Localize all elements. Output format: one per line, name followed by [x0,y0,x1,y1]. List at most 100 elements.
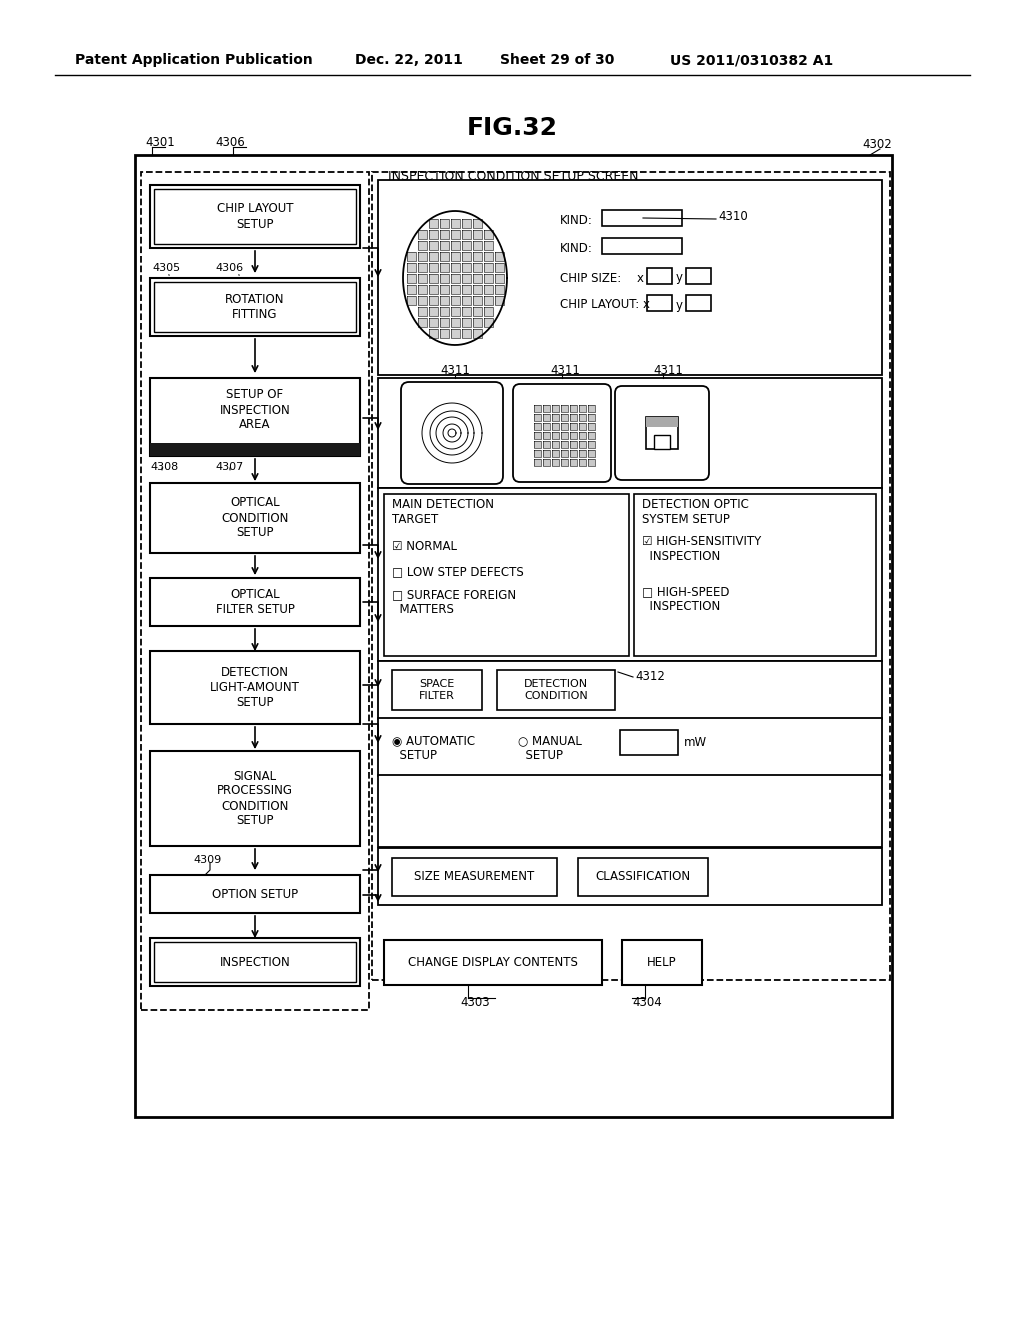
Polygon shape [440,296,449,305]
Polygon shape [429,296,438,305]
Polygon shape [570,450,577,457]
Polygon shape [451,242,460,249]
Bar [384,940,602,985]
Polygon shape [484,263,493,272]
Bar [150,751,360,846]
Polygon shape [440,285,449,294]
Polygon shape [588,432,595,440]
Polygon shape [407,252,416,261]
Text: y: y [676,298,683,312]
Polygon shape [570,432,577,440]
FancyBboxPatch shape [615,385,709,480]
Polygon shape [570,459,577,466]
Text: 4312: 4312 [635,669,665,682]
Polygon shape [534,459,541,466]
Polygon shape [462,296,471,305]
Polygon shape [484,275,493,282]
Polygon shape [407,263,416,272]
Text: 4305: 4305 [152,263,180,273]
Polygon shape [495,263,504,272]
Polygon shape [462,285,471,294]
Text: KIND:: KIND: [560,214,593,227]
Bar [150,651,360,723]
Polygon shape [484,242,493,249]
Polygon shape [462,219,471,228]
Polygon shape [588,459,595,466]
Text: MAIN DETECTION
TARGET: MAIN DETECTION TARGET [392,498,494,525]
Bar [634,494,876,656]
Text: DETECTION OPTIC
SYSTEM SETUP: DETECTION OPTIC SYSTEM SETUP [642,498,749,525]
Text: ☑ NORMAL: ☑ NORMAL [392,540,457,553]
Polygon shape [543,432,550,440]
Bar [378,775,882,847]
Text: □ LOW STEP DEFECTS: □ LOW STEP DEFECTS [392,565,523,578]
Polygon shape [534,441,541,447]
Bar [497,671,615,710]
Polygon shape [570,422,577,430]
Polygon shape [484,318,493,327]
Polygon shape [429,252,438,261]
Polygon shape [579,441,586,447]
Polygon shape [579,459,586,466]
Polygon shape [543,441,550,447]
Text: Patent Application Publication: Patent Application Publication [75,53,312,67]
Text: SPACE
FILTER: SPACE FILTER [419,680,455,701]
Polygon shape [440,263,449,272]
Polygon shape [451,219,460,228]
Polygon shape [451,263,460,272]
Text: ☑ HIGH-SENSITIVITY
  INSPECTION: ☑ HIGH-SENSITIVITY INSPECTION [642,535,761,564]
Polygon shape [418,318,427,327]
Polygon shape [451,252,460,261]
Polygon shape [570,405,577,412]
Bar [150,939,360,986]
Polygon shape [407,275,416,282]
Text: 4311: 4311 [440,363,470,376]
Polygon shape [429,318,438,327]
Polygon shape [440,275,449,282]
Polygon shape [440,219,449,228]
Text: INSPECTION: INSPECTION [219,956,291,969]
Polygon shape [552,459,559,466]
Polygon shape [451,275,460,282]
Bar [150,875,360,913]
Bar [602,210,682,226]
Polygon shape [495,285,504,294]
Bar [150,378,360,455]
Polygon shape [451,296,460,305]
Polygon shape [473,296,482,305]
Polygon shape [495,296,504,305]
Bar [150,444,360,455]
Polygon shape [407,285,416,294]
Polygon shape [473,242,482,249]
Bar [622,940,702,985]
Polygon shape [552,405,559,412]
Bar [686,268,711,284]
Polygon shape [418,275,427,282]
Polygon shape [418,242,427,249]
Bar [154,942,356,982]
Polygon shape [451,318,460,327]
Bar [150,578,360,626]
Bar [384,494,629,656]
Text: 4303: 4303 [460,995,489,1008]
Polygon shape [561,450,568,457]
Polygon shape [462,318,471,327]
Text: 4302: 4302 [862,139,892,152]
Bar [150,483,360,553]
Text: SIGNAL
PROCESSING
CONDITION
SETUP: SIGNAL PROCESSING CONDITION SETUP [217,770,293,828]
Polygon shape [429,285,438,294]
Polygon shape [579,405,586,412]
Polygon shape [440,242,449,249]
Polygon shape [462,329,471,338]
Text: FIG.32: FIG.32 [467,116,557,140]
Polygon shape [418,230,427,239]
Polygon shape [570,414,577,421]
Polygon shape [588,441,595,447]
Text: KIND:: KIND: [560,242,593,255]
Polygon shape [484,308,493,315]
Polygon shape [429,263,438,272]
Polygon shape [534,422,541,430]
Polygon shape [588,422,595,430]
Bar [578,858,708,896]
Bar [620,730,678,755]
